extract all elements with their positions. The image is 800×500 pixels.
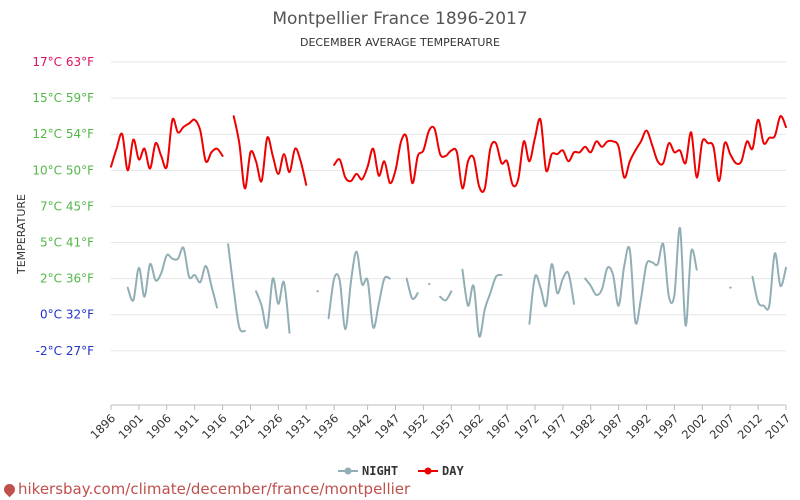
series-segment xyxy=(333,115,787,193)
x-tick-label: 2012 xyxy=(735,411,766,442)
x-tick-label: 1931 xyxy=(283,411,314,442)
legend-swatch-marker xyxy=(344,467,352,475)
x-tick-label: 1982 xyxy=(567,411,598,442)
x-tick-label: 2017 xyxy=(763,411,794,442)
x-tick-label: 1977 xyxy=(539,411,570,442)
x-tick-label: 1901 xyxy=(115,411,146,442)
chart-subtitle: DECEMBER AVERAGE TEMPERATURE xyxy=(300,36,500,49)
y-tick-label: 15°C 59°F xyxy=(32,91,94,105)
x-tick-label: 1957 xyxy=(428,411,459,442)
series-segment xyxy=(439,290,453,302)
legend-label: NIGHT xyxy=(362,464,398,478)
x-tick-label: 1906 xyxy=(143,411,174,442)
y-tick-label: 7°C 45°F xyxy=(40,199,94,213)
series-segment xyxy=(126,246,218,309)
y-tick-label: 2°C 36°F xyxy=(40,272,94,286)
legend-swatch-marker xyxy=(424,467,432,475)
legend-label: DAY xyxy=(442,464,464,478)
x-tick-label: 1942 xyxy=(344,411,375,442)
location-pin-icon xyxy=(1,481,18,498)
series-lines xyxy=(110,115,787,338)
series-segment xyxy=(584,227,698,327)
series-segment xyxy=(327,250,391,331)
chart-legend[interactable]: NIGHT DAY xyxy=(338,464,464,478)
source-text[interactable]: hikersbay.com/climate/december/france/mo… xyxy=(18,480,411,498)
series-segment xyxy=(528,263,575,325)
x-tick-label: 1911 xyxy=(171,411,202,442)
gridlines xyxy=(111,61,786,352)
x-tick-label: 1972 xyxy=(511,411,542,442)
y-tick-label: 5°C 41°F xyxy=(40,236,94,250)
x-tick-label: 1926 xyxy=(255,411,286,442)
y-tick-label: 12°C 54°F xyxy=(32,127,94,141)
series-segment xyxy=(255,277,291,334)
y-tick-label: 0°C 32°F xyxy=(40,308,94,322)
legend-item-day[interactable]: DAY xyxy=(418,464,464,478)
series-segment xyxy=(110,117,224,172)
x-tick-label: 1896 xyxy=(88,411,119,442)
y-axis-label: TEMPERATURE xyxy=(15,194,28,275)
series-segment xyxy=(405,277,419,300)
x-tick-label: 2002 xyxy=(679,411,710,442)
series-night xyxy=(126,227,787,338)
x-tick-label: 2007 xyxy=(707,411,738,442)
x-tick-label: 1987 xyxy=(595,411,626,442)
legend-item-night[interactable]: NIGHT xyxy=(338,464,398,478)
y-tick-label: 17°C 63°F xyxy=(32,55,94,69)
x-tick-label: 1992 xyxy=(623,411,654,442)
series-segment xyxy=(461,268,503,338)
x-tick-label: 1947 xyxy=(372,411,403,442)
y-tick-label: 10°C 50°F xyxy=(32,163,94,177)
x-tick-label: 1952 xyxy=(400,411,431,442)
source-link[interactable]: hikersbay.com/climate/december/france/mo… xyxy=(1,480,411,498)
x-tick-label: 1967 xyxy=(484,411,515,442)
x-tick-label: 1921 xyxy=(227,411,258,442)
chart-title: Montpellier France 1896-2017 xyxy=(272,9,527,29)
y-tick-label: -2°C 27°F xyxy=(36,344,94,358)
series-segment xyxy=(232,115,308,190)
x-tick-label: 1962 xyxy=(456,411,487,442)
x-tick-label: 1936 xyxy=(311,411,342,442)
series-segment xyxy=(751,252,787,311)
series-segment xyxy=(227,243,246,333)
x-axis xyxy=(110,404,787,410)
x-tick-label: 1916 xyxy=(199,411,230,442)
x-tick-label: 1997 xyxy=(651,411,682,442)
y-axis-ticks: 17°C 63°F 15°C 59°F 12°C 54°F 10°C 50°F 7°C … xyxy=(32,55,94,358)
series-day xyxy=(110,115,787,193)
